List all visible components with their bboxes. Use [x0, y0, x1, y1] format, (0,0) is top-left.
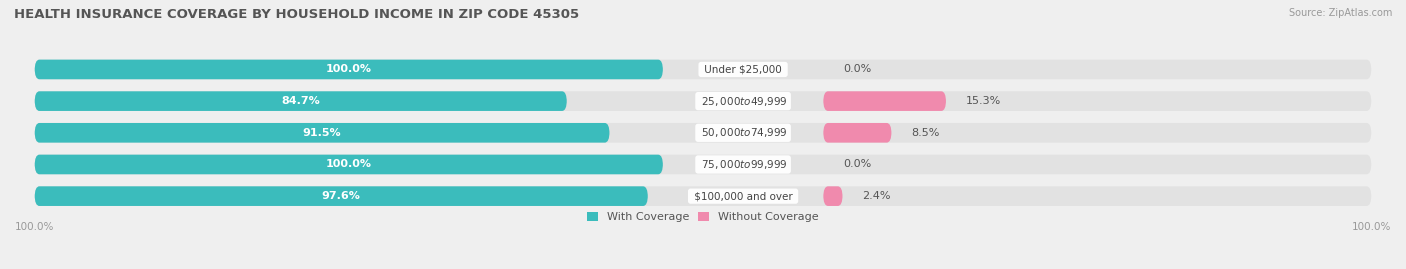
FancyBboxPatch shape [35, 91, 567, 111]
Text: Source: ZipAtlas.com: Source: ZipAtlas.com [1288, 8, 1392, 18]
Text: 91.5%: 91.5% [302, 128, 342, 138]
Text: 0.0%: 0.0% [844, 160, 872, 169]
Text: $50,000 to $74,999: $50,000 to $74,999 [697, 126, 789, 139]
Text: $75,000 to $99,999: $75,000 to $99,999 [697, 158, 789, 171]
FancyBboxPatch shape [824, 123, 891, 143]
FancyBboxPatch shape [35, 155, 1371, 174]
Text: Under $25,000: Under $25,000 [702, 65, 785, 75]
Text: 15.3%: 15.3% [966, 96, 1001, 106]
FancyBboxPatch shape [35, 60, 1371, 79]
FancyBboxPatch shape [824, 91, 946, 111]
FancyBboxPatch shape [35, 91, 1371, 111]
FancyBboxPatch shape [35, 186, 648, 206]
Text: 8.5%: 8.5% [911, 128, 939, 138]
Text: $25,000 to $49,999: $25,000 to $49,999 [697, 95, 789, 108]
Text: 84.7%: 84.7% [281, 96, 321, 106]
Text: 0.0%: 0.0% [844, 65, 872, 75]
FancyBboxPatch shape [35, 123, 1371, 143]
Legend: With Coverage, Without Coverage: With Coverage, Without Coverage [582, 207, 824, 226]
FancyBboxPatch shape [35, 155, 662, 174]
Text: 100.0%: 100.0% [326, 160, 371, 169]
FancyBboxPatch shape [35, 186, 1371, 206]
Text: $100,000 and over: $100,000 and over [690, 191, 796, 201]
Text: 97.6%: 97.6% [322, 191, 361, 201]
FancyBboxPatch shape [35, 60, 662, 79]
Text: HEALTH INSURANCE COVERAGE BY HOUSEHOLD INCOME IN ZIP CODE 45305: HEALTH INSURANCE COVERAGE BY HOUSEHOLD I… [14, 8, 579, 21]
FancyBboxPatch shape [824, 186, 842, 206]
FancyBboxPatch shape [35, 123, 610, 143]
Text: 100.0%: 100.0% [326, 65, 371, 75]
Text: 2.4%: 2.4% [863, 191, 891, 201]
